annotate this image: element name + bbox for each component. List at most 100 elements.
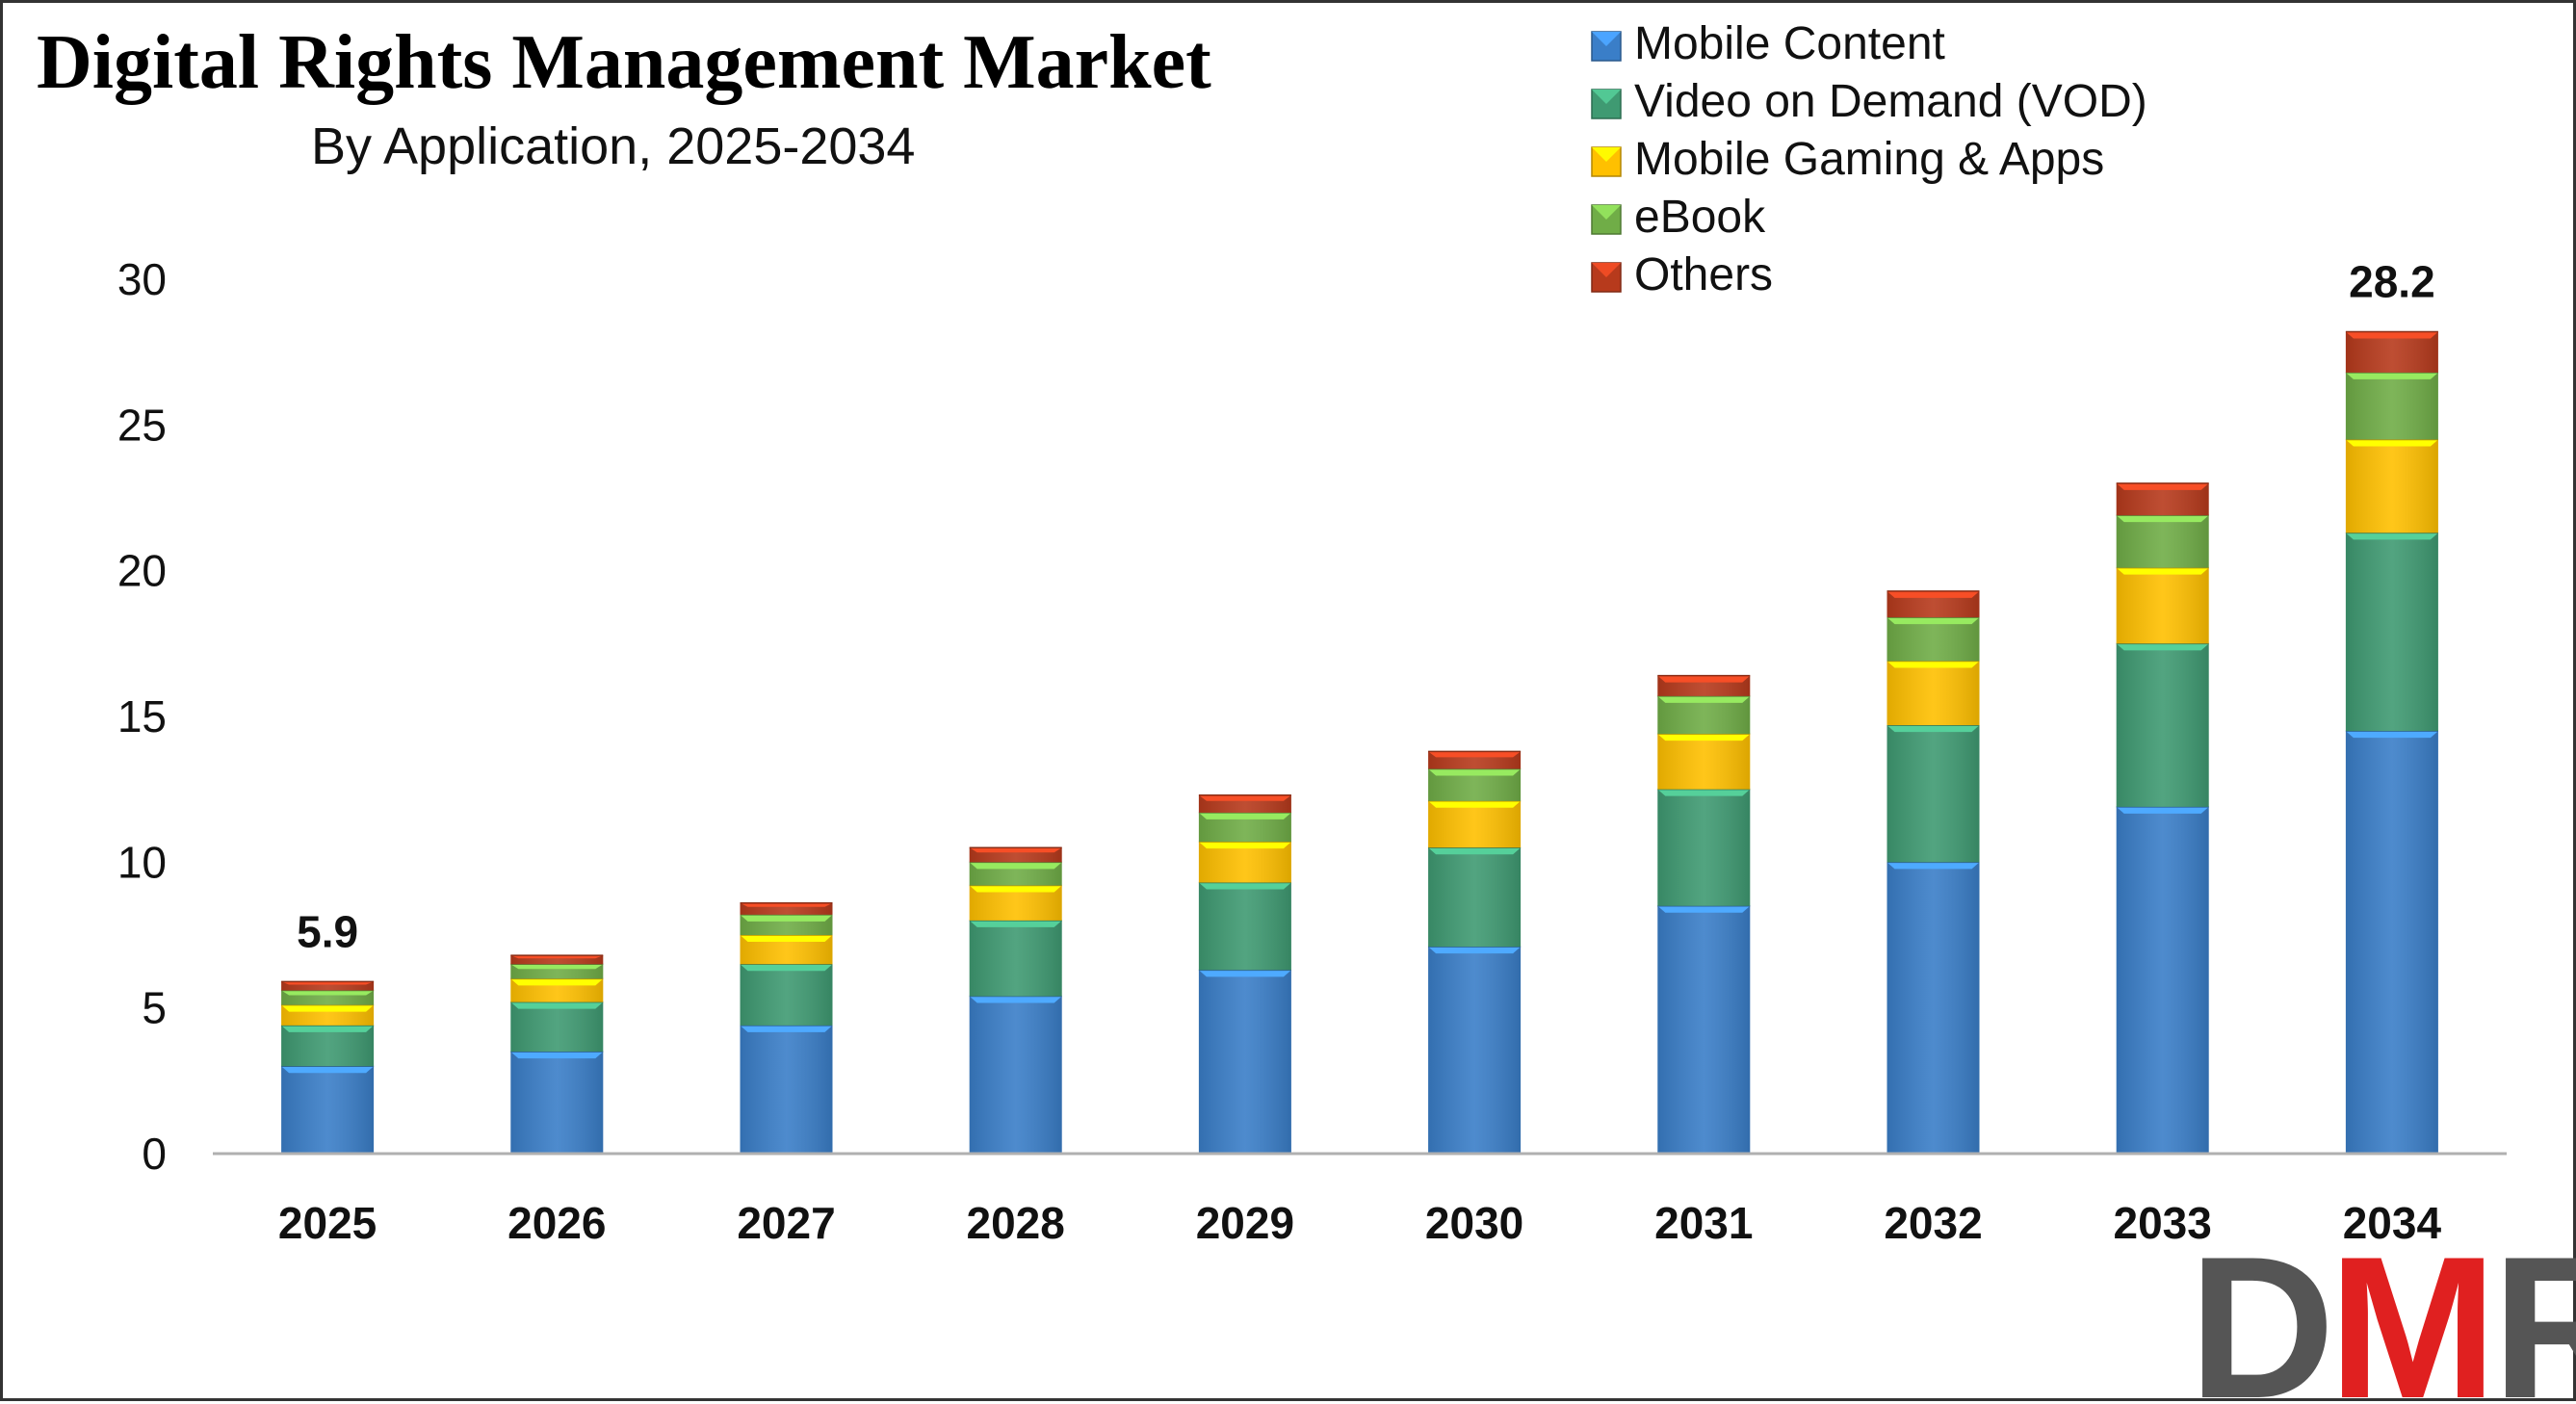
legend-label: Mobile Gaming & Apps (1634, 134, 2104, 185)
bar-segment-bevel (1198, 842, 1291, 849)
bar-stack-2034 (2345, 330, 2438, 1154)
bar-segment-bevel (1428, 768, 1522, 776)
data-label-2025: 5.9 (297, 906, 358, 956)
bar-segment-bevel (740, 914, 833, 922)
bar-segment-sheen (1886, 617, 1980, 662)
bar-segment-bevel (1657, 734, 1751, 741)
bar-segment-sheen (1657, 789, 1751, 906)
bar-segment-sheen (2345, 372, 2438, 440)
bar-segment-bevel (969, 862, 1062, 870)
y-tick-label: 20 (117, 546, 167, 596)
bar-segment-bevel (281, 1004, 375, 1012)
bar-segment-sheen (281, 1025, 375, 1067)
x-tick-label-2032: 2032 (1884, 1198, 1982, 1248)
y-tick-label: 10 (117, 837, 167, 887)
bar-segment-sheen (1428, 800, 1522, 848)
bar-segment-sheen (1428, 947, 1522, 1154)
bar-segment-bevel (1886, 862, 1980, 870)
x-tick-label-2028: 2028 (967, 1198, 1065, 1248)
x-tick-label-2027: 2027 (737, 1198, 835, 1248)
bar-segment-sheen (1198, 970, 1291, 1154)
bar-segment-bevel (281, 981, 375, 985)
bar-segment-bevel (969, 920, 1062, 927)
legend: Mobile Content Video on Demand (VOD) Mobil… (1591, 18, 2147, 300)
bar-segment-bevel (740, 964, 833, 972)
bar-segment-bevel (1198, 794, 1291, 801)
bar-segment-bevel (2345, 439, 2438, 447)
bar-segment-bevel (1657, 675, 1751, 683)
legend-item-others: Others (1591, 249, 1773, 300)
bar-segment-bevel (281, 1066, 375, 1074)
dmr-logo-letter-m: M (2329, 1214, 2497, 1404)
x-tick-label-2025: 2025 (278, 1198, 377, 1248)
bar-segment-bevel (2116, 806, 2209, 814)
bar-segment-bevel (740, 1025, 833, 1032)
y-tick-label: 30 (117, 254, 167, 304)
legend-swatch-highlight (1592, 90, 1621, 104)
bar-segment-bevel (1886, 590, 1980, 598)
dmr-logo-letter-r: R (2492, 1214, 2576, 1404)
chart-svg: Digital Rights Management Market By Appl… (37, 18, 2576, 1404)
bar-segment-sheen (1428, 847, 1522, 948)
bar-segment-sheen (2345, 533, 2438, 732)
bar-segment-bevel (2116, 515, 2209, 523)
data-labels: 5.9 28.2 (297, 256, 2435, 956)
bar-segment-sheen (510, 1001, 604, 1053)
legend-swatch-highlight (1592, 263, 1621, 277)
bar-segment-bevel (1657, 905, 1751, 913)
bar-stack-2031 (1657, 674, 1751, 1154)
bar-segment-bevel (2116, 643, 2209, 651)
bar-segment-sheen (510, 1052, 604, 1154)
bar-segment-bevel (1886, 725, 1980, 733)
x-tick-label-2029: 2029 (1196, 1198, 1294, 1248)
dmr-logo: D M R (2189, 1214, 2576, 1404)
bar-segment-bevel (969, 885, 1062, 893)
bar-segment-bevel (1657, 789, 1751, 796)
legend-swatch-highlight (1592, 205, 1621, 220)
bar-segment-bevel (1198, 882, 1291, 890)
bar-segment-sheen (1657, 734, 1751, 790)
bar-stack-2029 (1198, 793, 1291, 1154)
dmr-logo-letter-d: D (2189, 1214, 2335, 1404)
bar-segment-sheen (281, 1066, 375, 1154)
bar-segment-sheen (281, 981, 375, 991)
bar-segment-bevel (2345, 372, 2438, 379)
bar-segment-sheen (1198, 882, 1291, 971)
bar-segment-bevel (1886, 617, 1980, 625)
legend-item-video-on-demand-vod: Video on Demand (VOD) (1591, 76, 2147, 127)
bar-segment-bevel (1428, 947, 1522, 954)
y-tick-label: 25 (117, 400, 167, 450)
bar-segment-bevel (510, 978, 604, 986)
y-tick-label: 5 (142, 983, 167, 1033)
bar-segment-bevel (2345, 731, 2438, 739)
bar-stack-2025 (281, 980, 375, 1154)
legend-swatch-highlight (1592, 147, 1621, 162)
legend-item-mobile-gaming-apps: Mobile Gaming & Apps (1591, 134, 2104, 185)
bar-segment-bevel (1886, 661, 1980, 668)
bar-segment-sheen (2116, 643, 2209, 807)
legend-label: eBook (1634, 192, 1766, 243)
bar-stack-2028 (969, 846, 1062, 1154)
legend-item-ebook: eBook (1591, 192, 1766, 243)
bar-segment-bevel (1198, 812, 1291, 819)
bar-segment-bevel (1428, 751, 1522, 758)
x-tick-label-2033: 2033 (2114, 1198, 2212, 1248)
y-tick-label: 0 (142, 1129, 167, 1179)
data-label-2034: 28.2 (2349, 256, 2435, 306)
bar-segment-sheen (2116, 515, 2209, 568)
bar-segment-sheen (510, 955, 604, 965)
bar-segment-bevel (969, 847, 1062, 853)
bar-segment-bevel (510, 1001, 604, 1009)
bar-segment-bevel (1657, 695, 1751, 703)
bar-segment-bevel (740, 935, 833, 942)
bar-segment-sheen (740, 1025, 833, 1154)
x-tick-label-2026: 2026 (507, 1198, 606, 1248)
bar-segment-bevel (2345, 331, 2438, 339)
bar-segment-sheen (1886, 661, 1980, 726)
bar-segment-sheen (1657, 905, 1751, 1154)
bar-segment-bevel (2345, 533, 2438, 540)
bar-segment-bevel (1198, 970, 1291, 977)
bar-segment-sheen (2116, 806, 2209, 1154)
bar-segment-sheen (2345, 331, 2438, 373)
bar-segment-bevel (510, 1052, 604, 1059)
